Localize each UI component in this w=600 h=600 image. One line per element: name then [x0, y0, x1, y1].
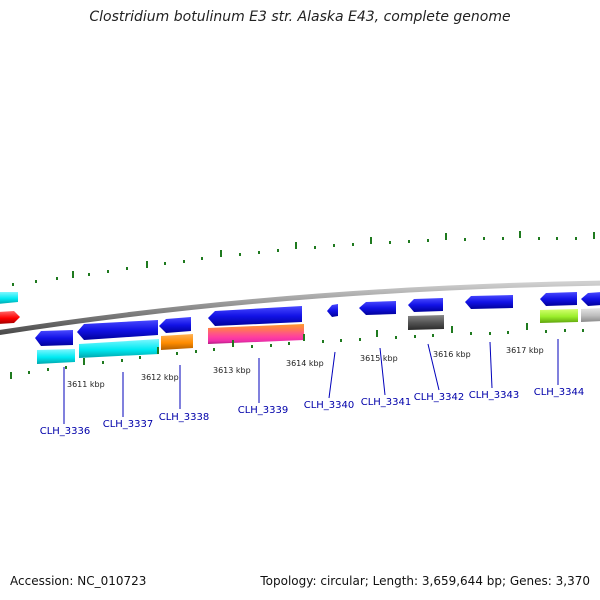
- feature-orange-3338: [161, 334, 193, 350]
- scale-labels: 3611 kbp 3612 kbp 3613 kbp 3614 kbp 3615…: [67, 346, 544, 389]
- scale-label: 3612 kbp: [141, 373, 179, 382]
- gene-arrow-3338: [159, 317, 191, 333]
- feature-cyan-3336: [37, 349, 75, 364]
- scale-label: 3613 kbp: [213, 366, 251, 375]
- accession-text: Accession: NC_010723: [10, 574, 147, 588]
- gene-arrow-3341: [359, 301, 396, 315]
- gene-arrow-right-edge: [581, 292, 600, 306]
- product-lane: [37, 308, 600, 364]
- scale-label: 3614 kbp: [286, 359, 324, 368]
- scale-label: 3616 kbp: [433, 350, 471, 359]
- gene-label-clh-3342[interactable]: CLH_3342: [414, 392, 465, 403]
- genome-backbone: [0, 280, 600, 335]
- feature-cyan-left: [0, 292, 18, 304]
- gene-lane: [35, 292, 600, 346]
- gene-label-clh-3336[interactable]: CLH_3336: [40, 426, 91, 437]
- inner-tick-arc: [10, 323, 584, 379]
- gene-labels: CLH_3336 CLH_3337 CLH_3338 CLH_3339 CLH_…: [40, 387, 585, 437]
- gene-arrow-3336: [35, 330, 73, 346]
- gene-label-clh-3341[interactable]: CLH_3341: [361, 397, 412, 408]
- genome-summary-text: Topology: circular; Length: 3,659,644 bp…: [260, 574, 590, 588]
- leader-line: [379, 347, 386, 396]
- gene-label-clh-3344[interactable]: CLH_3344: [534, 387, 585, 398]
- gene-arrow-3344: [540, 292, 577, 306]
- gene-arrow-3337: [77, 320, 158, 340]
- gene-label-clh-3340[interactable]: CLH_3340: [304, 400, 355, 411]
- gene-leader-lines: [63, 339, 559, 424]
- leader-line: [489, 341, 493, 389]
- gene-arrow-3342: [408, 298, 443, 312]
- scale-label: 3615 kbp: [360, 354, 398, 363]
- feature-cyan-3337: [79, 339, 159, 358]
- gene-label-clh-3343[interactable]: CLH_3343: [469, 390, 520, 401]
- feature-stripe-3339: [208, 324, 304, 344]
- map-title: Clostridium botulinum E3 str. Alaska E43…: [89, 9, 511, 25]
- feature-gray-3342: [408, 315, 444, 330]
- gene-label-clh-3339[interactable]: CLH_3339: [238, 405, 289, 416]
- leader-line: [427, 343, 440, 391]
- feature-red-left: [0, 311, 20, 324]
- gene-arrow-3343: [465, 295, 513, 309]
- leader-line: [328, 351, 336, 399]
- gene-label-clh-3337[interactable]: CLH_3337: [103, 419, 154, 430]
- scale-label: 3611 kbp: [67, 380, 105, 389]
- outer-tick-arc: [12, 231, 595, 286]
- gene-arrow-3339: [208, 306, 302, 326]
- feature-gray-right: [581, 308, 600, 322]
- gene-label-clh-3338[interactable]: CLH_3338: [159, 412, 210, 423]
- gene-arrow-3340: [327, 304, 338, 317]
- scale-label: 3617 kbp: [506, 346, 544, 355]
- feature-lime-3344: [540, 309, 578, 323]
